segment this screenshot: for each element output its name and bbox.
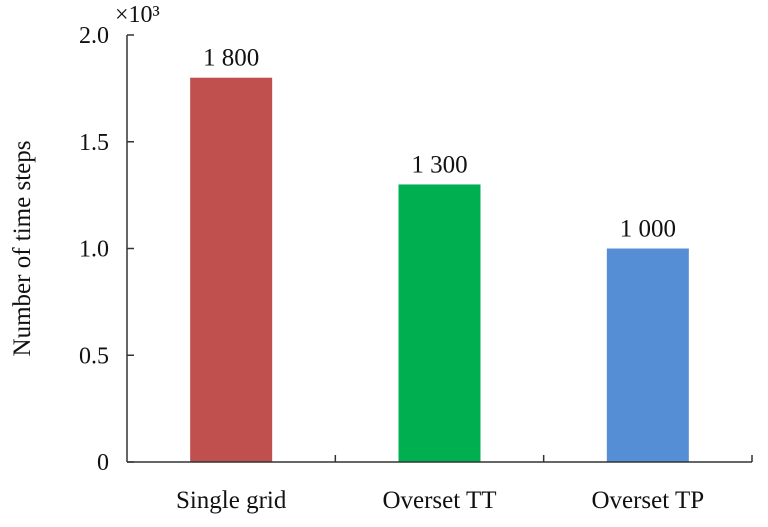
y-tick-label: 2.0 <box>79 23 109 49</box>
bars: 1 800 1 300 1 000 <box>190 45 689 462</box>
bar <box>606 248 689 462</box>
x-category-label: Overset TT <box>382 487 496 514</box>
y-tick-label: 0.5 <box>79 343 109 369</box>
y-tick-label: 1.5 <box>79 130 109 156</box>
bar <box>398 184 481 462</box>
y-axis-title: Number of time steps <box>9 141 36 357</box>
bar-value-label: 1 000 <box>620 216 676 243</box>
y-axis-ticks: 0 0.5 1.0 1.5 2.0 <box>79 23 134 476</box>
bar <box>190 77 273 462</box>
x-axis-ticks: Single grid Overset TT Overset TP <box>176 455 753 514</box>
y-tick-label: 1.0 <box>79 237 109 263</box>
x-category-label: Overset TP <box>591 487 704 514</box>
bar-value-label: 1 300 <box>411 151 467 178</box>
y-axis-multiplier: ×10³ <box>115 2 160 28</box>
x-category-label: Single grid <box>176 487 287 514</box>
y-tick-label: 0 <box>97 450 109 476</box>
bar-value-label: 1 800 <box>203 45 259 72</box>
